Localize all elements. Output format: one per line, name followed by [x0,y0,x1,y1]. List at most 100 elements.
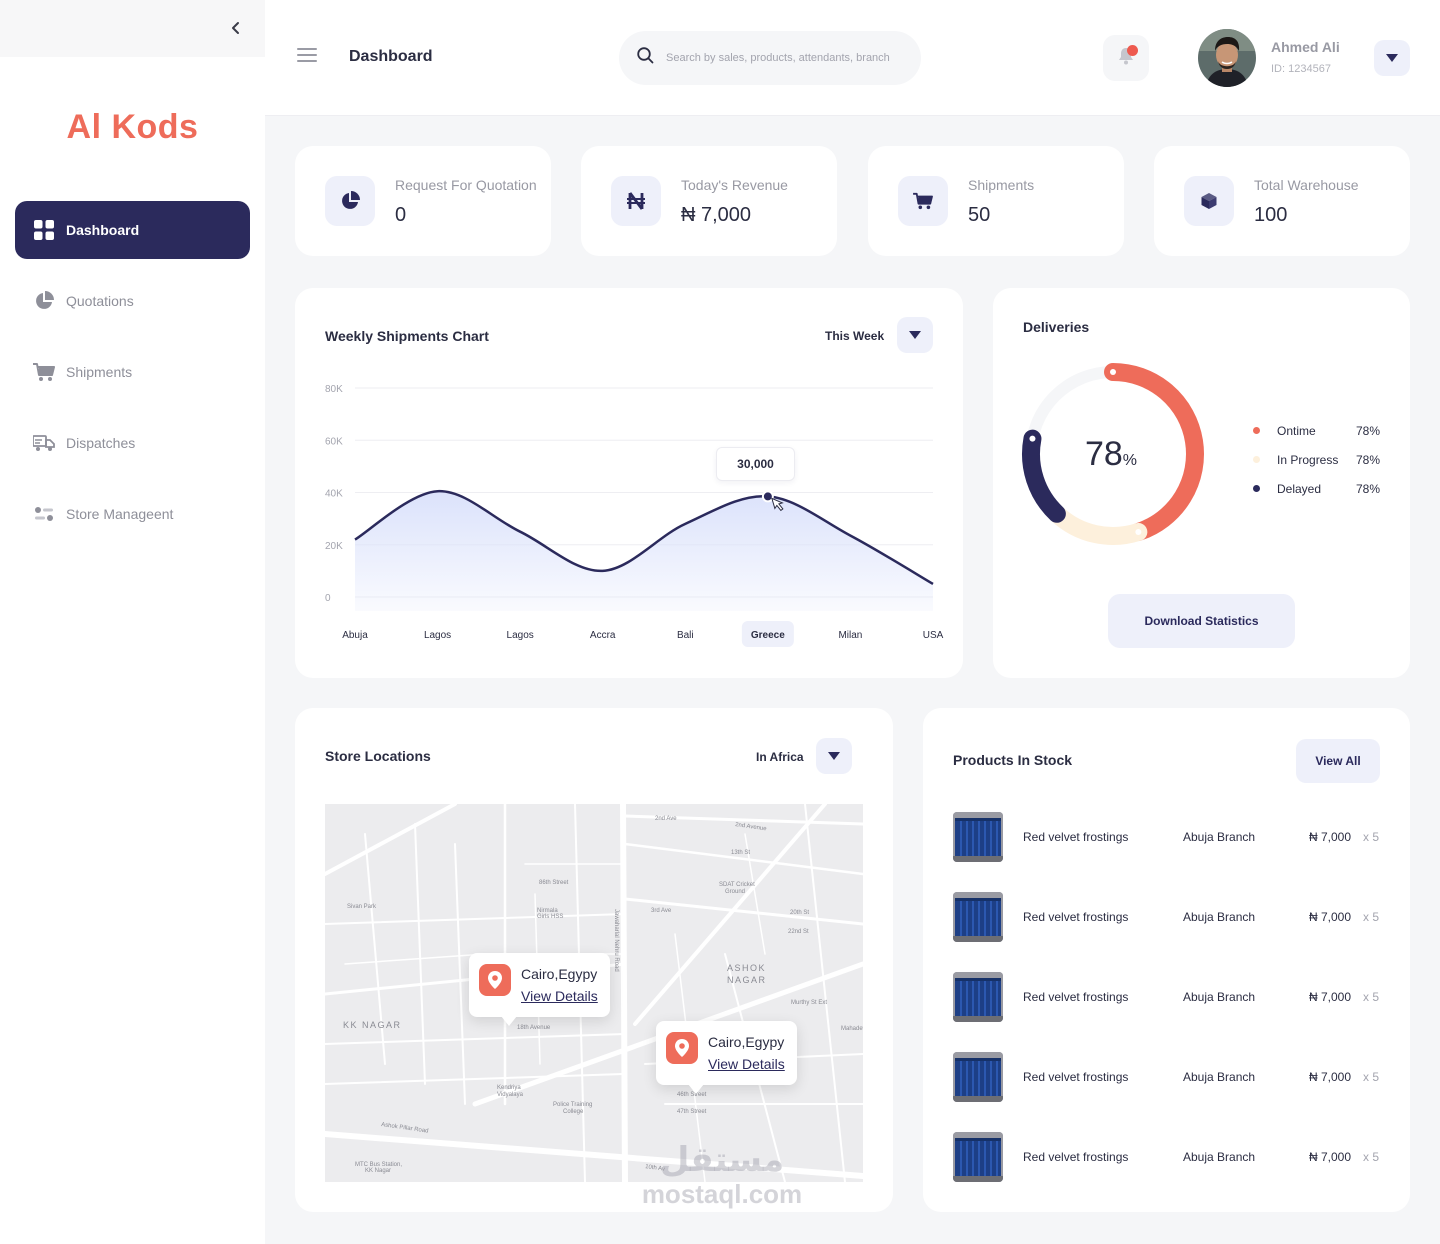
stat-label: Today's Revenue [681,177,788,193]
svg-text:Police Training: Police Training [553,1102,592,1108]
watermark-logo: مستقل mostaql.com [632,1140,812,1208]
svg-text:Kendriya: Kendriya [497,1085,521,1091]
pin-city: Cairo,Egypy [521,966,598,982]
svg-text:KK Nagar: KK Nagar [365,1168,391,1174]
deliveries-donut-chart [1022,363,1204,545]
svg-text:Murthy St Ext: Murthy St Ext [791,1000,827,1006]
map-pin-cairo-2[interactable]: Cairo,Egypy View Details [656,1021,797,1094]
svg-text:KK NAGAR: KK NAGAR [343,1020,402,1030]
chart-data-point-highlight [761,490,774,503]
chart-title: Weekly Shipments Chart [325,328,489,344]
svg-text:ASHOK: ASHOK [727,963,766,973]
legend-item-ontime: Ontime 78% [1253,416,1380,445]
product-price: ₦ 7,000 [1309,910,1352,924]
sidebar-item-label: Dashboard [66,222,140,238]
store-locations-title: Store Locations [325,748,431,764]
legend-value: 78% [1355,481,1380,496]
svg-text:Ground: Ground [725,889,745,895]
chart-filter-dropdown[interactable] [897,317,933,353]
stat-value: ₦ 7,000 [681,204,752,226]
legend-dot [1253,427,1260,434]
legend-item-delayed: Delayed 78% [1253,474,1380,503]
chevron-left-icon[interactable] [226,18,246,38]
stat-label: Shipments [968,177,1035,193]
user-id: ID: 1234567 [1271,63,1331,75]
notification-badge [1127,45,1138,56]
svg-text:Vidyalaya: Vidyalaya [497,1092,524,1098]
brand-logo[interactable]: Al Kods [66,108,199,146]
svg-text:2nd Avenue: 2nd Avenue [735,822,768,832]
y-tick-label: 20K [325,541,343,552]
user-menu-button[interactable] [1374,40,1410,76]
view-details-link[interactable]: View Details [521,988,598,1004]
product-quantity: x 5 [1363,990,1380,1004]
product-thumbnail [953,1132,1003,1182]
donut-center-value: 78% [1021,435,1201,474]
x-tick-label: Lagos [507,630,534,641]
legend-value: 78% [1355,423,1380,438]
store-map[interactable]: 2nd Ave 2nd Avenue 3rd Ave 86th Street S… [325,804,863,1182]
stat-label: Total Warehouse [1254,177,1359,193]
product-row[interactable]: Red velvet frostings Abuja Branch ₦ 7,000 x… [953,1132,1380,1212]
svg-text:College: College [563,1109,584,1115]
store-toggle-icon [33,503,55,525]
product-name: Red velvet frostings [1023,830,1129,844]
x-tick-label: USA [923,630,944,641]
sidebar-item-dispatches[interactable]: Dispatches [15,414,250,472]
chart-filter-label[interactable]: This Week [825,329,885,343]
product-thumbnail [953,972,1003,1022]
donut-marker [1110,369,1116,375]
avatar[interactable] [1198,29,1256,87]
products-list: Red velvet frostings Abuja Branch ₦ 7,000 x… [953,812,1380,1212]
search-input[interactable] [666,52,906,64]
product-price: ₦ 7,000 [1309,990,1352,1004]
region-filter-label[interactable]: In Africa [756,750,804,764]
product-row[interactable]: Red velvet frostings Abuja Branch ₦ 7,000 x… [953,1052,1380,1132]
sidebar-item-dashboard[interactable]: Dashboard [15,201,250,259]
notifications-button[interactable] [1103,35,1149,81]
svg-text:3rd Ave: 3rd Ave [651,908,672,914]
sidebar-item-store-management[interactable]: Store Manageent [15,485,250,543]
products-in-stock-card: Products In Stock View All Red velvet fr… [923,708,1410,1212]
naira-icon [611,176,661,226]
svg-text:47th Street: 47th Street [677,1109,707,1115]
stat-card-warehouse: Total Warehouse 100 [1154,146,1410,256]
svg-text:Nirmala: Nirmala [537,908,558,914]
view-all-button[interactable]: View All [1296,739,1380,783]
svg-text:13th St: 13th St [731,850,750,856]
selected-category-highlight [741,621,794,647]
donut-percent: 78 [1084,435,1123,473]
legend-dot [1253,456,1260,463]
product-row[interactable]: Red velvet frostings Abuja Branch ₦ 7,000 x… [953,812,1380,892]
stat-card-quotations: Request For Quotation 0 [295,146,551,256]
legend-label: Ontime [1277,423,1316,438]
region-filter-dropdown[interactable] [816,738,852,774]
view-details-link[interactable]: View Details [708,1056,785,1072]
store-locations-card: Store Locations In Africa [295,708,893,1212]
x-tick-label: Abuja [342,630,368,641]
legend-label: In Progress [1277,452,1339,467]
top-header: Dashboard Ahmed Ali ID: 1234567 [265,0,1440,116]
sidebar-nav: Dashboard Quotations Shipments Dispatche… [15,201,250,556]
svg-text:NAGAR: NAGAR [727,975,767,985]
pin-city: Cairo,Egypy [708,1034,785,1050]
deliveries-legend: Ontime 78% In Progress 78% Delayed 78% [1253,416,1380,503]
search-bar[interactable] [619,31,921,85]
product-row[interactable]: Red velvet frostings Abuja Branch ₦ 7,000 x… [953,972,1380,1052]
search-icon [637,47,654,69]
sidebar-item-shipments[interactable]: Shipments [15,343,250,401]
svg-text:2nd Ave: 2nd Ave [655,816,677,822]
products-title: Products In Stock [953,752,1073,768]
hamburger-menu-icon[interactable] [297,48,317,64]
location-pin-icon [479,964,511,996]
product-branch: Abuja Branch [1183,910,1256,924]
stat-value: 0 [395,204,407,226]
svg-text:86th Street: 86th Street [539,880,569,886]
map-pin-cairo-1[interactable]: Cairo,Egypy View Details [469,953,610,1026]
product-row[interactable]: Red velvet frostings Abuja Branch ₦ 7,000 x… [953,892,1380,972]
download-statistics-button[interactable]: Download Statistics [1108,594,1295,648]
sidebar-item-quotations[interactable]: Quotations [15,272,250,330]
product-name: Red velvet frostings [1023,1150,1129,1164]
svg-text:Girls HSS: Girls HSS [537,914,563,920]
product-thumbnail [953,812,1003,862]
